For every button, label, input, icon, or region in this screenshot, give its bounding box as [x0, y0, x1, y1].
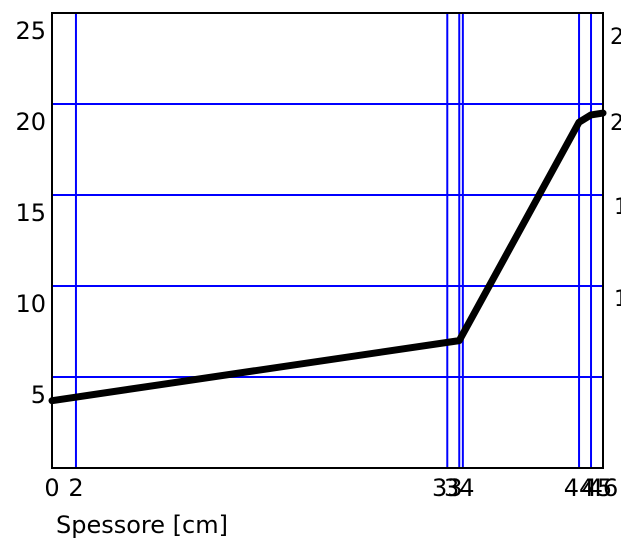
x-tick-label: 44	[564, 474, 595, 502]
y-tick-label: 10	[15, 290, 46, 318]
y-tick-label: 15	[15, 199, 46, 227]
grid-layer	[52, 13, 604, 468]
right-axis-clipped-label: 2	[610, 111, 621, 136]
right-axis-clipped-label: 2	[610, 25, 621, 50]
right-axis-clipped-label: 1	[614, 195, 621, 220]
series-line	[48, 109, 607, 405]
y-tick-label: 25	[15, 17, 46, 45]
x-tick-label: 33	[432, 474, 463, 502]
x-tick-label: 2	[68, 474, 83, 502]
x-axis-title: Spessore [cm]	[56, 511, 228, 539]
series-layer	[48, 109, 607, 405]
x-tick-label: 34	[444, 474, 475, 502]
right-axis-clipped-label: 1	[614, 287, 621, 312]
y-tick-label: 5	[31, 381, 46, 409]
x-tick-label: 0	[44, 474, 59, 502]
plot-frame	[51, 12, 604, 469]
x-tick-label: 46	[588, 474, 619, 502]
x-tick-label: 45	[582, 474, 613, 502]
y-tick-label: 20	[15, 108, 46, 136]
